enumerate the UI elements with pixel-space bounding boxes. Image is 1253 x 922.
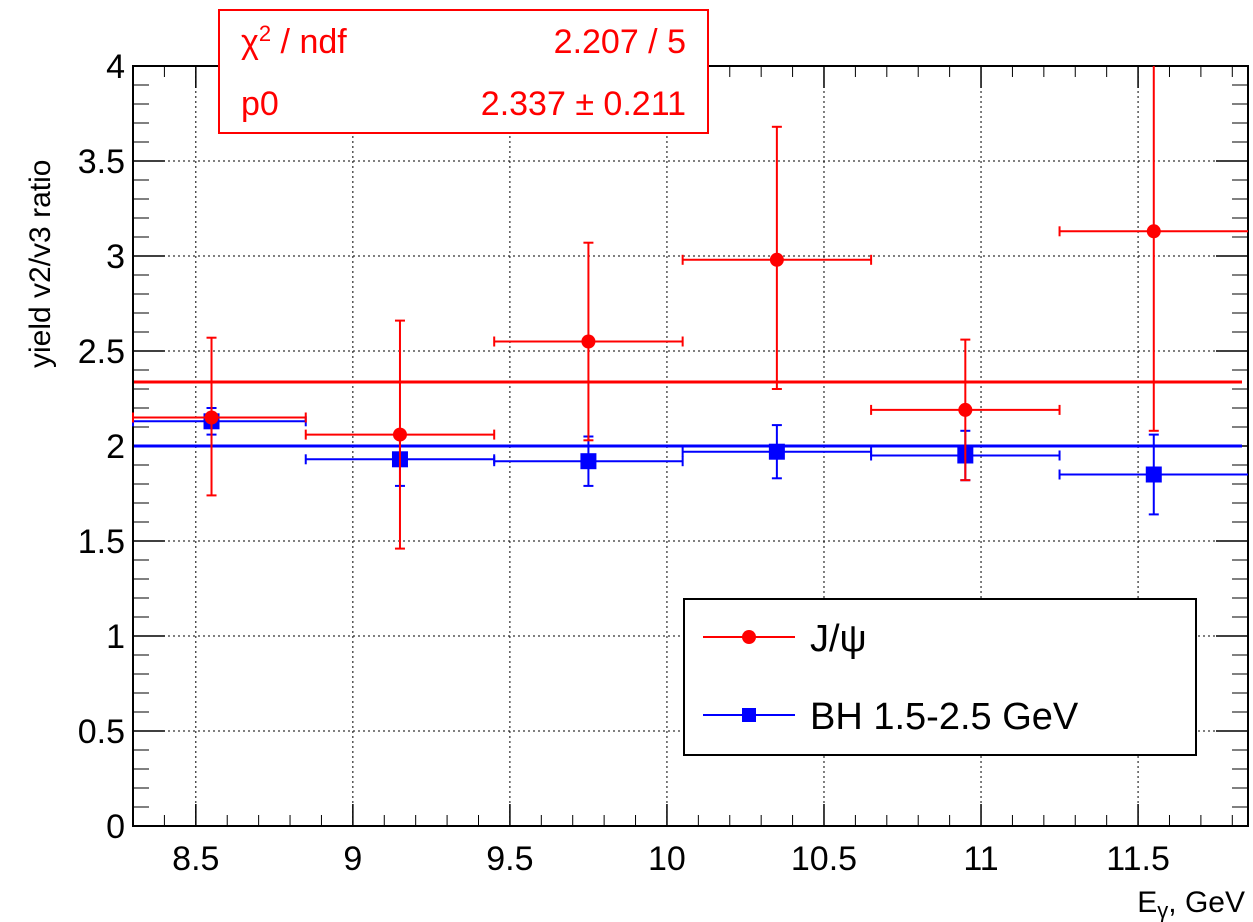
legend-entry-jpsi: J/ψ (703, 618, 867, 660)
jpsi-point (493, 241, 684, 442)
x-tick-label: 10 (648, 840, 686, 878)
bh-point (132, 407, 307, 436)
y-tick-label: 2.5 (78, 333, 125, 371)
jpsi-point (681, 125, 873, 390)
legend-frame (683, 598, 1197, 756)
x-tick-label: 11 (963, 840, 998, 878)
y-tick-label: 0.5 (78, 713, 125, 751)
legend: J/ψ BH 1.5-2.5 GeV (683, 598, 1197, 756)
jpsi-marker (769, 252, 784, 267)
stats-row1-value: 2.207 / 5 (554, 23, 686, 61)
fit-stats-frame (218, 9, 709, 134)
jpsi-point (870, 338, 1061, 482)
x-tick-label: 9 (343, 840, 362, 878)
tick-labels: 8.5 9 9.5 10 10.5 11 11.500.511.522.533.54 (78, 48, 1170, 878)
fit-lines (134, 380, 1242, 448)
data-points (132, 66, 1248, 550)
jpsi-marker (1146, 224, 1161, 239)
jpsi-marker (204, 410, 219, 425)
y-tick-label: 2 (106, 428, 125, 466)
bh-marker (580, 453, 597, 470)
bh-marker (768, 443, 785, 460)
bh-point (1058, 433, 1248, 516)
jpsi-point (132, 336, 307, 497)
jpsi-point (304, 319, 496, 550)
bh-point (681, 424, 873, 480)
stats-row1-label: χ2 / ndf (241, 21, 347, 61)
x-tick-label: 8.5 (172, 840, 219, 878)
x-axis-title: Eγ, GeV (1137, 886, 1245, 922)
x-tick-label: 9.5 (486, 840, 533, 878)
y-tick-label: 3 (106, 238, 125, 276)
fit-stats-box: χ2 / ndf 2.207 / 5 p0 2.337 ± 0.211 (218, 9, 709, 134)
x-tick-label: 10.5 (791, 840, 857, 878)
legend-jpsi-label: J/ψ (810, 618, 867, 660)
bh-point (493, 435, 684, 487)
stats-row2-label: p0 (241, 85, 279, 123)
jpsi-point (1058, 66, 1248, 432)
y-tick-label: 3.5 (78, 143, 125, 181)
jpsi-marker (958, 402, 973, 417)
jpsi-marker (581, 334, 596, 349)
y-tick-label: 1 (106, 618, 125, 656)
y-tick-label: 0 (106, 808, 125, 846)
legend-jpsi-marker (742, 630, 756, 644)
legend-bh-marker (742, 708, 756, 722)
x-tick-label: 11.5 (1106, 840, 1170, 878)
y-tick-label: 4 (106, 48, 125, 86)
y-axis-title: yield v2/v3 ratio (24, 160, 57, 368)
legend-entry-bh: BH 1.5-2.5 GeV (703, 696, 1079, 738)
jpsi-marker (392, 427, 407, 442)
stats-row2-value: 2.337 ± 0.211 (481, 85, 686, 123)
bh-marker (1145, 466, 1162, 483)
y-tick-label: 1.5 (78, 523, 125, 561)
legend-bh-label: BH 1.5-2.5 GeV (810, 696, 1079, 738)
